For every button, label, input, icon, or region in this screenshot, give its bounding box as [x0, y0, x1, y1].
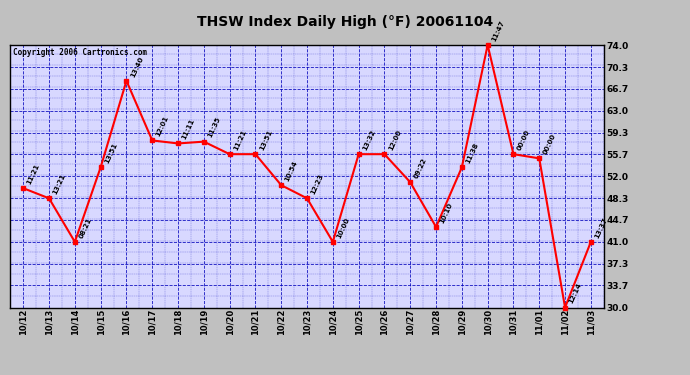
Text: 00:00: 00:00	[542, 133, 557, 156]
Text: 11:38: 11:38	[464, 142, 480, 165]
Text: 12:00: 12:00	[387, 129, 402, 152]
Text: 10:10: 10:10	[439, 201, 453, 224]
Text: 12:01: 12:01	[155, 115, 170, 138]
Text: 11:11: 11:11	[181, 118, 196, 141]
Text: 08:21: 08:21	[78, 216, 92, 239]
Text: 11:35: 11:35	[206, 116, 221, 139]
Text: 11:21: 11:21	[26, 163, 41, 185]
Text: 11:47: 11:47	[491, 20, 505, 42]
Text: 00:00: 00:00	[516, 129, 531, 152]
Text: 13:40: 13:40	[129, 55, 144, 78]
Text: THSW Index Daily High (°F) 20061104: THSW Index Daily High (°F) 20061104	[197, 15, 493, 29]
Text: 13:37: 13:37	[593, 216, 609, 239]
Text: 13:51: 13:51	[104, 142, 118, 165]
Text: 09:22: 09:22	[413, 157, 428, 180]
Text: 11:21: 11:21	[233, 129, 247, 152]
Text: 10:00: 10:00	[335, 216, 351, 239]
Text: 13:21: 13:21	[52, 173, 67, 195]
Text: 10:54: 10:54	[284, 160, 299, 182]
Text: 12:14: 12:14	[568, 282, 582, 305]
Text: 13:32: 13:32	[362, 129, 376, 152]
Text: 12:23: 12:23	[310, 173, 324, 195]
Text: Copyright 2006 Cartronics.com: Copyright 2006 Cartronics.com	[13, 48, 148, 57]
Text: 13:51: 13:51	[258, 129, 273, 152]
